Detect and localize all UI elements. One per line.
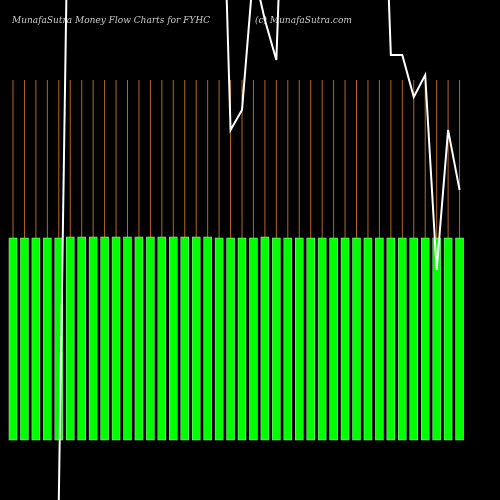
bar <box>272 237 281 441</box>
bar <box>237 237 247 441</box>
bar <box>146 236 155 441</box>
bar <box>375 237 384 441</box>
bar <box>8 237 18 441</box>
bar <box>260 236 270 441</box>
bar <box>432 237 441 441</box>
flow-line <box>57 0 461 500</box>
bar <box>443 237 453 441</box>
bar <box>340 237 350 441</box>
bar <box>203 236 212 441</box>
bar <box>43 237 52 441</box>
bar <box>88 236 98 441</box>
bar <box>398 237 407 441</box>
bar <box>134 236 144 441</box>
chart-title: MunafaSutra Money Flow Charts for FYHC <box>11 16 210 26</box>
bar <box>111 236 121 441</box>
bar <box>363 237 373 441</box>
bar <box>295 237 304 441</box>
bar <box>306 237 315 441</box>
bar <box>66 236 75 441</box>
bar <box>352 237 361 441</box>
bar <box>420 237 430 441</box>
bar <box>283 237 293 441</box>
bar <box>20 237 29 441</box>
bar <box>226 237 235 441</box>
bar <box>100 236 109 441</box>
bar <box>329 237 338 441</box>
bar <box>191 236 201 441</box>
bar <box>77 236 86 441</box>
bar <box>157 236 167 441</box>
chart-subtitle: (c) MunafaSutra.com <box>255 15 352 26</box>
bar <box>169 236 178 441</box>
bar <box>31 237 41 441</box>
bar <box>409 237 418 441</box>
bar <box>123 236 132 441</box>
bar <box>180 236 189 441</box>
bar <box>249 237 258 441</box>
bar <box>386 237 396 441</box>
bar <box>455 237 464 441</box>
bar <box>317 237 327 441</box>
bar <box>214 237 224 441</box>
